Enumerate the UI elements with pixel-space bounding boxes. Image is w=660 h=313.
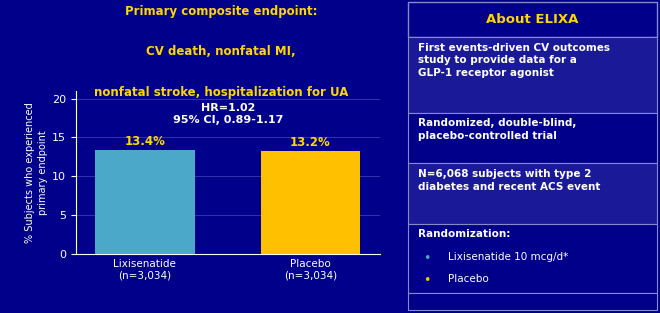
Text: Primary composite endpoint:: Primary composite endpoint: — [125, 5, 317, 18]
Bar — [408, 2, 657, 37]
Text: 13.2%: 13.2% — [290, 136, 331, 149]
Bar — [408, 223, 657, 293]
Text: Placebo: Placebo — [447, 275, 488, 285]
Text: •: • — [423, 252, 430, 265]
Bar — [95, 150, 195, 254]
Text: 13.4%: 13.4% — [125, 135, 166, 148]
Text: First events-driven CV outcomes
study to provide data for a
GLP-1 receptor agoni: First events-driven CV outcomes study to… — [418, 43, 610, 78]
Text: HR=1.02: HR=1.02 — [201, 103, 255, 113]
Bar — [408, 293, 657, 310]
Bar — [408, 163, 657, 223]
Text: nonfatal stroke, hospitalization for UA: nonfatal stroke, hospitalization for UA — [94, 86, 348, 99]
Text: •: • — [423, 275, 430, 287]
Bar — [261, 151, 360, 254]
Text: Randomized, double-blind,
placebo-controlled trial: Randomized, double-blind, placebo-contro… — [418, 118, 576, 141]
Text: Randomization:: Randomization: — [418, 229, 510, 239]
Text: Lixisenatide 10 mcg/d*: Lixisenatide 10 mcg/d* — [447, 252, 568, 262]
Bar — [408, 113, 657, 163]
Text: 95% CI, 0.89-1.17: 95% CI, 0.89-1.17 — [172, 115, 283, 125]
Bar — [408, 37, 657, 113]
Text: CV death, nonfatal MI,: CV death, nonfatal MI, — [147, 45, 296, 59]
Text: About ELIXA: About ELIXA — [486, 13, 578, 26]
Y-axis label: % Subjects who experienced
primary endpoint: % Subjects who experienced primary endpo… — [24, 102, 48, 243]
Text: N=6,068 subjects with type 2
diabetes and recent ACS event: N=6,068 subjects with type 2 diabetes an… — [418, 169, 600, 192]
